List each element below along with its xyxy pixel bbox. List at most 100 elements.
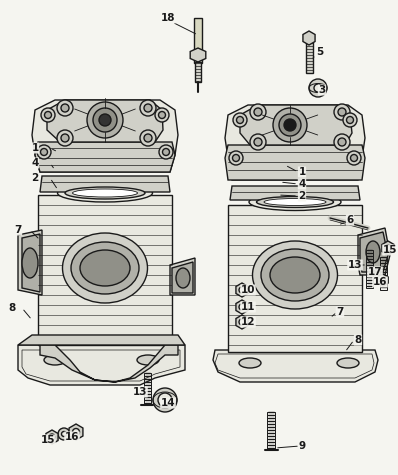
Text: 18: 18 (161, 13, 175, 23)
Circle shape (41, 149, 47, 155)
Polygon shape (40, 176, 170, 192)
Polygon shape (236, 283, 248, 297)
Polygon shape (18, 230, 42, 295)
Circle shape (351, 154, 357, 162)
Text: 16: 16 (373, 277, 387, 287)
Text: 4: 4 (298, 179, 306, 189)
Circle shape (229, 151, 243, 165)
Text: 10: 10 (241, 285, 255, 295)
Ellipse shape (80, 250, 130, 286)
Text: 15: 15 (383, 245, 397, 255)
Text: 2: 2 (31, 173, 39, 183)
Ellipse shape (249, 193, 341, 210)
Polygon shape (172, 262, 193, 293)
Polygon shape (40, 345, 178, 382)
Text: 14: 14 (161, 398, 175, 408)
Circle shape (284, 119, 296, 131)
Circle shape (347, 116, 353, 124)
Ellipse shape (337, 358, 359, 368)
Circle shape (72, 428, 80, 436)
Circle shape (334, 134, 350, 150)
Text: 13: 13 (133, 387, 147, 397)
Circle shape (162, 149, 170, 155)
Text: 16: 16 (65, 432, 79, 442)
Polygon shape (378, 274, 388, 286)
Text: 12: 12 (241, 317, 255, 327)
Circle shape (93, 108, 117, 132)
Polygon shape (236, 315, 248, 329)
Circle shape (49, 434, 55, 440)
Text: 11: 11 (241, 302, 255, 312)
Polygon shape (360, 232, 388, 272)
Circle shape (232, 154, 240, 162)
Polygon shape (225, 105, 365, 180)
Circle shape (87, 102, 123, 138)
Circle shape (140, 130, 156, 146)
Polygon shape (46, 430, 58, 444)
Polygon shape (32, 100, 178, 172)
Circle shape (155, 108, 169, 122)
Text: 7: 7 (336, 307, 344, 317)
Circle shape (338, 108, 346, 116)
Polygon shape (236, 300, 248, 314)
Polygon shape (35, 142, 175, 172)
Bar (195, 62, 201, 82)
Circle shape (380, 277, 386, 283)
Text: 1: 1 (298, 167, 306, 177)
Circle shape (37, 145, 51, 159)
Text: 4: 4 (31, 158, 39, 168)
Circle shape (159, 145, 173, 159)
Ellipse shape (256, 197, 334, 208)
Polygon shape (230, 186, 360, 200)
Circle shape (385, 245, 391, 251)
Polygon shape (240, 105, 352, 145)
Ellipse shape (57, 184, 152, 202)
Ellipse shape (72, 189, 137, 197)
Circle shape (158, 112, 166, 118)
Ellipse shape (137, 355, 159, 365)
Circle shape (314, 84, 322, 92)
Circle shape (279, 114, 301, 136)
Polygon shape (303, 31, 315, 45)
Ellipse shape (176, 268, 190, 288)
Circle shape (250, 134, 266, 150)
Circle shape (57, 130, 73, 146)
Ellipse shape (44, 355, 66, 365)
Ellipse shape (264, 199, 326, 206)
Polygon shape (213, 350, 378, 382)
Circle shape (58, 428, 70, 440)
Circle shape (239, 319, 245, 325)
Bar (267, 412, 275, 450)
Circle shape (45, 112, 51, 118)
Ellipse shape (239, 358, 261, 368)
Ellipse shape (22, 248, 38, 278)
Bar (194, 18, 202, 63)
Polygon shape (382, 241, 394, 255)
Text: 8: 8 (8, 303, 16, 313)
Bar (306, 38, 313, 73)
Polygon shape (358, 228, 390, 275)
Ellipse shape (270, 257, 320, 293)
Ellipse shape (62, 233, 148, 303)
Ellipse shape (65, 187, 145, 199)
Ellipse shape (366, 241, 380, 263)
Bar (366, 250, 373, 288)
Text: 1: 1 (31, 143, 39, 153)
Ellipse shape (71, 242, 139, 294)
Circle shape (99, 114, 111, 126)
Bar (380, 257, 387, 290)
Polygon shape (170, 258, 195, 295)
Circle shape (250, 104, 266, 120)
Circle shape (144, 104, 152, 112)
Circle shape (334, 104, 350, 120)
Circle shape (309, 79, 327, 97)
Text: 3: 3 (318, 85, 326, 95)
Circle shape (144, 134, 152, 142)
Circle shape (254, 138, 262, 146)
Polygon shape (47, 100, 163, 142)
Polygon shape (190, 48, 206, 62)
Circle shape (338, 138, 346, 146)
Polygon shape (18, 345, 185, 385)
Polygon shape (22, 234, 40, 292)
Circle shape (153, 388, 177, 412)
